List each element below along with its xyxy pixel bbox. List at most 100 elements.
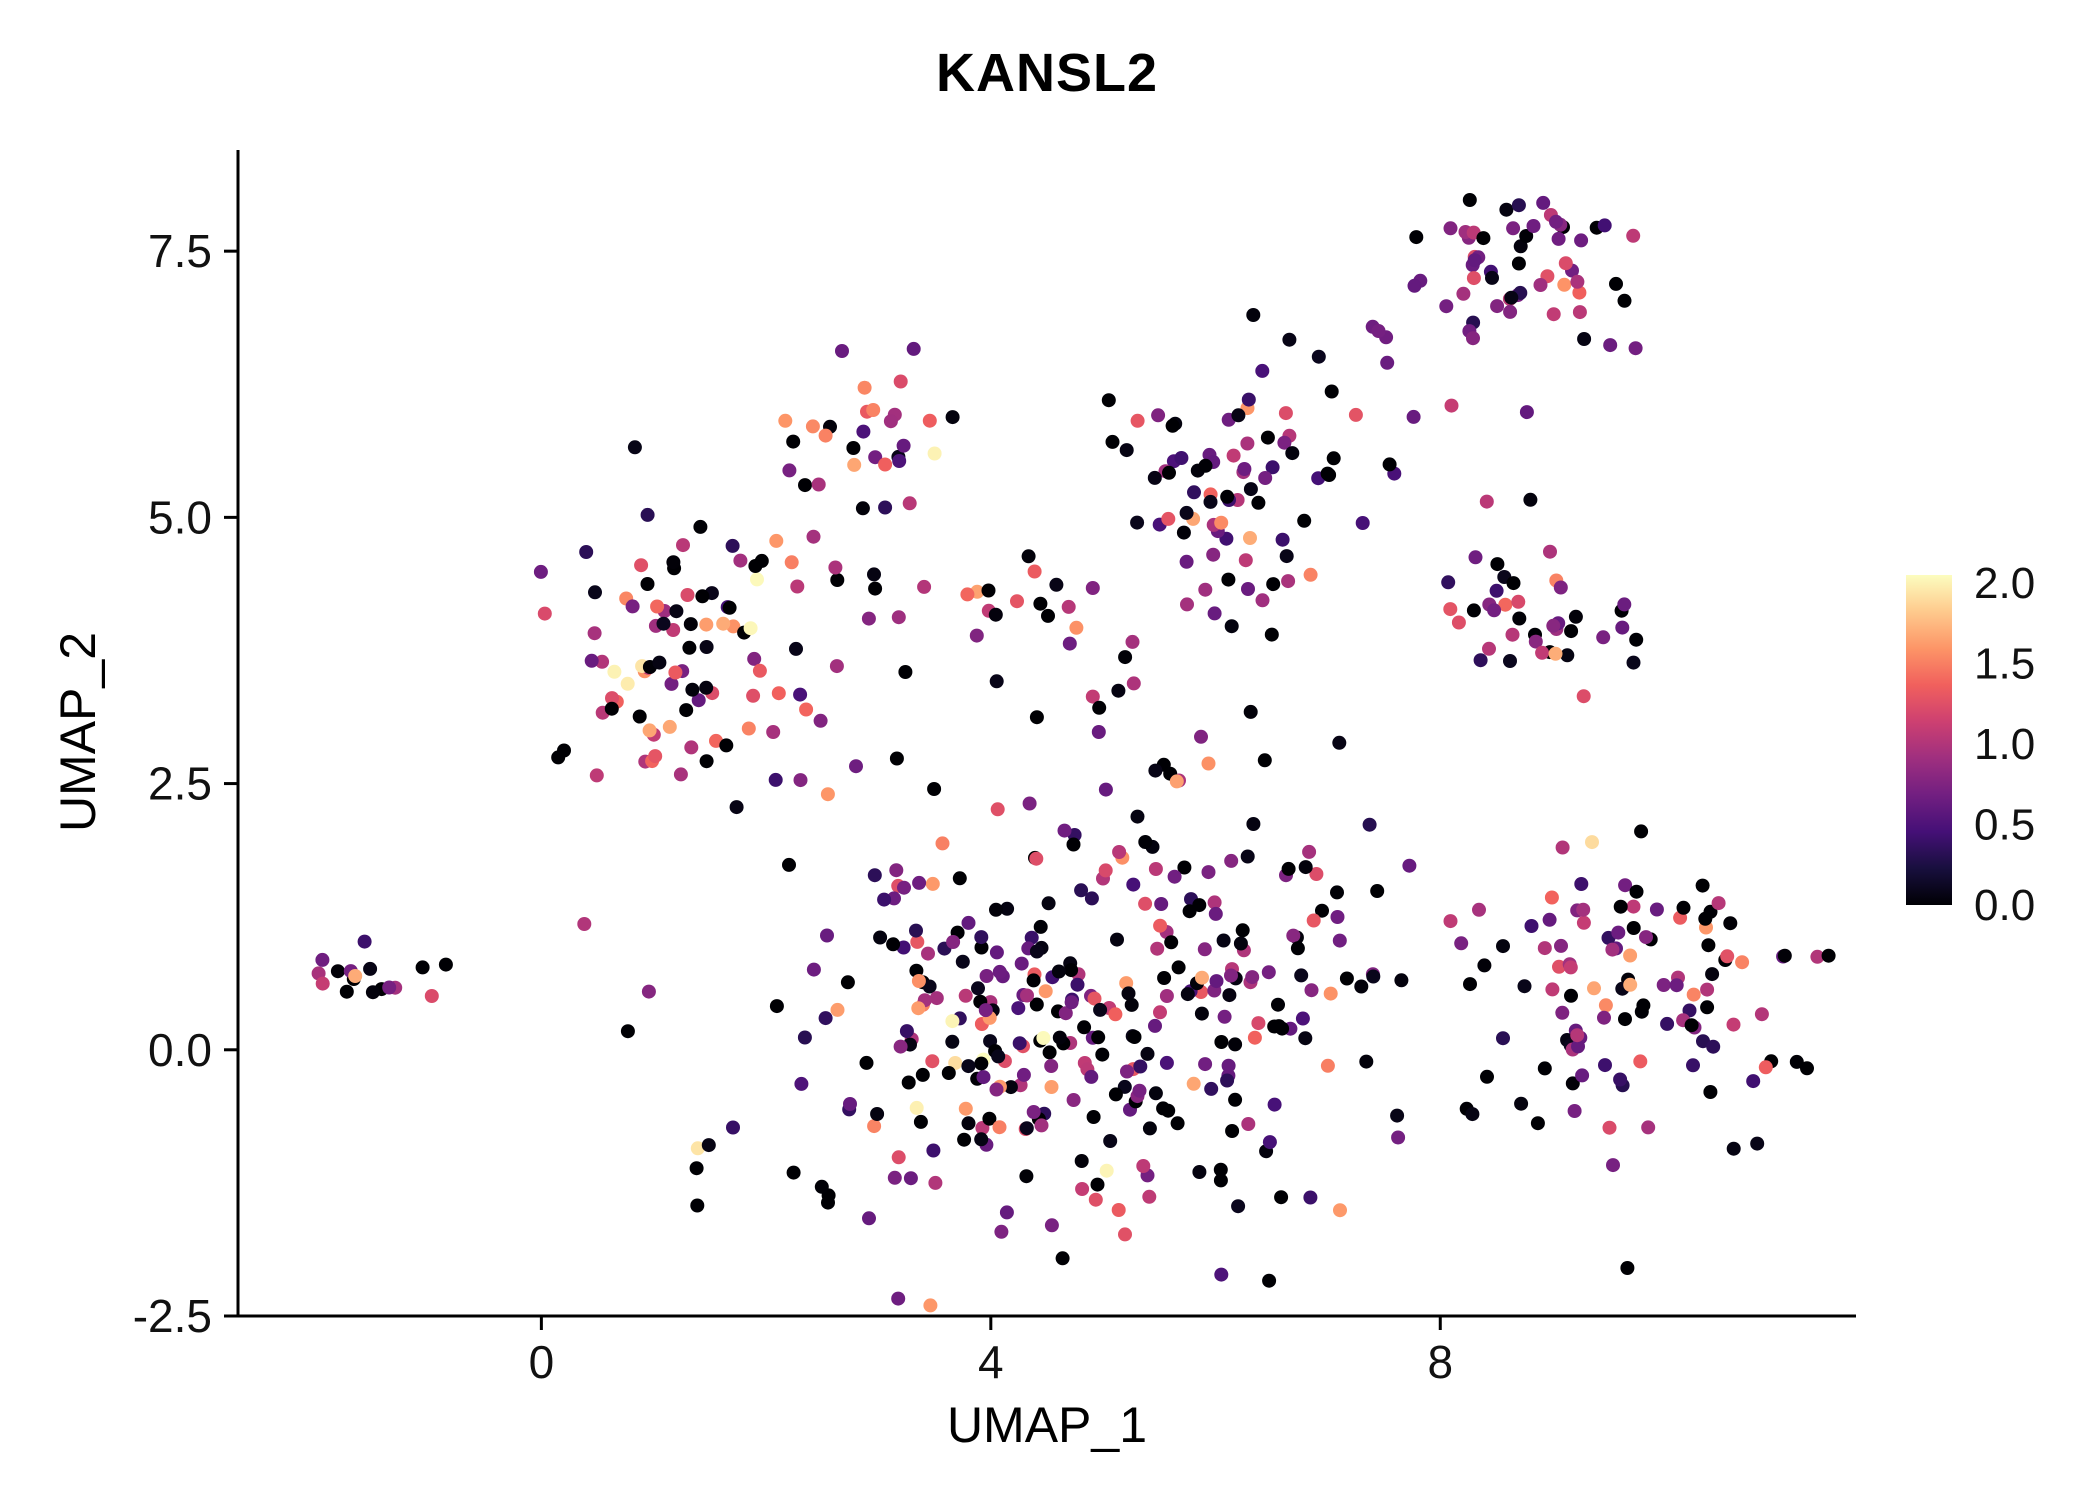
data-point — [945, 1034, 960, 1049]
data-point — [1214, 1267, 1229, 1282]
data-point — [1503, 304, 1518, 319]
data-point — [1111, 683, 1126, 698]
data-point — [974, 1056, 989, 1071]
data-point — [1506, 576, 1521, 591]
axes-layer: 0 4 8 -2.5 0.0 2.5 5.0 7.5 — [133, 150, 1856, 1388]
data-point — [1511, 256, 1526, 271]
data-point — [911, 974, 926, 988]
data-point — [1362, 817, 1377, 832]
data-point — [1409, 230, 1424, 245]
data-point — [1148, 763, 1163, 778]
data-point — [1240, 436, 1255, 451]
data-point — [1490, 299, 1505, 314]
data-point — [415, 960, 430, 975]
data-point — [769, 533, 784, 548]
data-point — [847, 457, 862, 472]
data-point — [1171, 960, 1186, 975]
data-point — [974, 930, 989, 945]
data-point — [917, 579, 932, 594]
data-point — [1262, 1135, 1277, 1150]
data-point — [988, 607, 1003, 622]
data-point — [1033, 596, 1048, 611]
data-point — [903, 1171, 918, 1186]
data-point — [1597, 218, 1612, 233]
data-point — [921, 946, 935, 961]
data-point — [957, 1132, 972, 1147]
data-point — [1330, 910, 1345, 924]
data-point — [690, 1141, 705, 1156]
data-point — [1130, 809, 1145, 824]
data-point — [1216, 933, 1231, 948]
data-point — [849, 759, 863, 774]
data-point — [607, 664, 622, 679]
data-point — [1150, 941, 1165, 956]
data-point — [1555, 840, 1570, 855]
data-point — [679, 703, 694, 718]
data-point — [682, 640, 697, 655]
data-point — [1613, 1072, 1628, 1087]
data-point — [1243, 482, 1258, 497]
data-point — [1217, 1009, 1232, 1024]
data-point — [1503, 654, 1517, 668]
data-point — [928, 1175, 943, 1190]
data-point — [1138, 896, 1153, 911]
data-point — [1479, 494, 1494, 509]
data-point — [605, 691, 619, 706]
data-point — [1309, 867, 1324, 881]
data-point — [1605, 942, 1620, 957]
data-point — [1111, 1203, 1126, 1217]
data-point — [746, 688, 761, 703]
data-point — [1585, 835, 1599, 850]
data-point — [1735, 955, 1750, 970]
data-point — [868, 581, 883, 596]
colorbar-tick-label: 0.0 — [1974, 881, 2035, 930]
data-point — [662, 719, 677, 734]
data-point — [1187, 485, 1201, 500]
data-point — [1226, 448, 1241, 463]
data-point — [1038, 984, 1053, 999]
data-point — [579, 545, 594, 559]
data-point — [1086, 1110, 1101, 1124]
data-point — [1570, 1028, 1585, 1043]
data-point — [1084, 891, 1099, 906]
data-point — [1070, 977, 1085, 992]
data-point — [1315, 903, 1329, 918]
data-point — [992, 964, 1007, 979]
colorbar-tick-label: 2.0 — [1974, 559, 2035, 608]
data-point — [1142, 1121, 1157, 1136]
data-point — [855, 501, 870, 516]
data-point — [1019, 1169, 1034, 1184]
data-point — [1634, 824, 1649, 839]
data-point — [999, 1205, 1014, 1220]
data-point — [821, 1195, 835, 1210]
data-point — [1241, 1117, 1256, 1131]
data-point — [1723, 916, 1738, 931]
data-point — [1194, 729, 1208, 744]
data-point — [1297, 513, 1312, 528]
data-point — [922, 413, 937, 428]
data-point — [1179, 505, 1194, 520]
data-point — [1192, 898, 1207, 913]
data-point — [1052, 1030, 1067, 1045]
data-point — [1003, 1080, 1018, 1095]
data-point — [861, 611, 876, 626]
data-point — [1174, 451, 1189, 465]
data-point — [1598, 998, 1613, 1013]
data-point — [878, 500, 893, 515]
data-point — [1026, 1105, 1041, 1119]
data-point — [1477, 958, 1492, 973]
data-point — [1390, 1108, 1405, 1123]
data-point — [1536, 195, 1551, 210]
data-point — [1125, 634, 1140, 649]
data-point — [1157, 971, 1172, 985]
data-point — [1198, 458, 1213, 473]
data-point — [1602, 1120, 1617, 1135]
data-point — [1530, 1116, 1545, 1131]
data-point — [1064, 995, 1079, 1010]
data-point — [1224, 968, 1238, 983]
data-point — [1012, 1036, 1027, 1051]
data-point — [620, 1024, 635, 1039]
data-point — [1084, 1069, 1099, 1084]
